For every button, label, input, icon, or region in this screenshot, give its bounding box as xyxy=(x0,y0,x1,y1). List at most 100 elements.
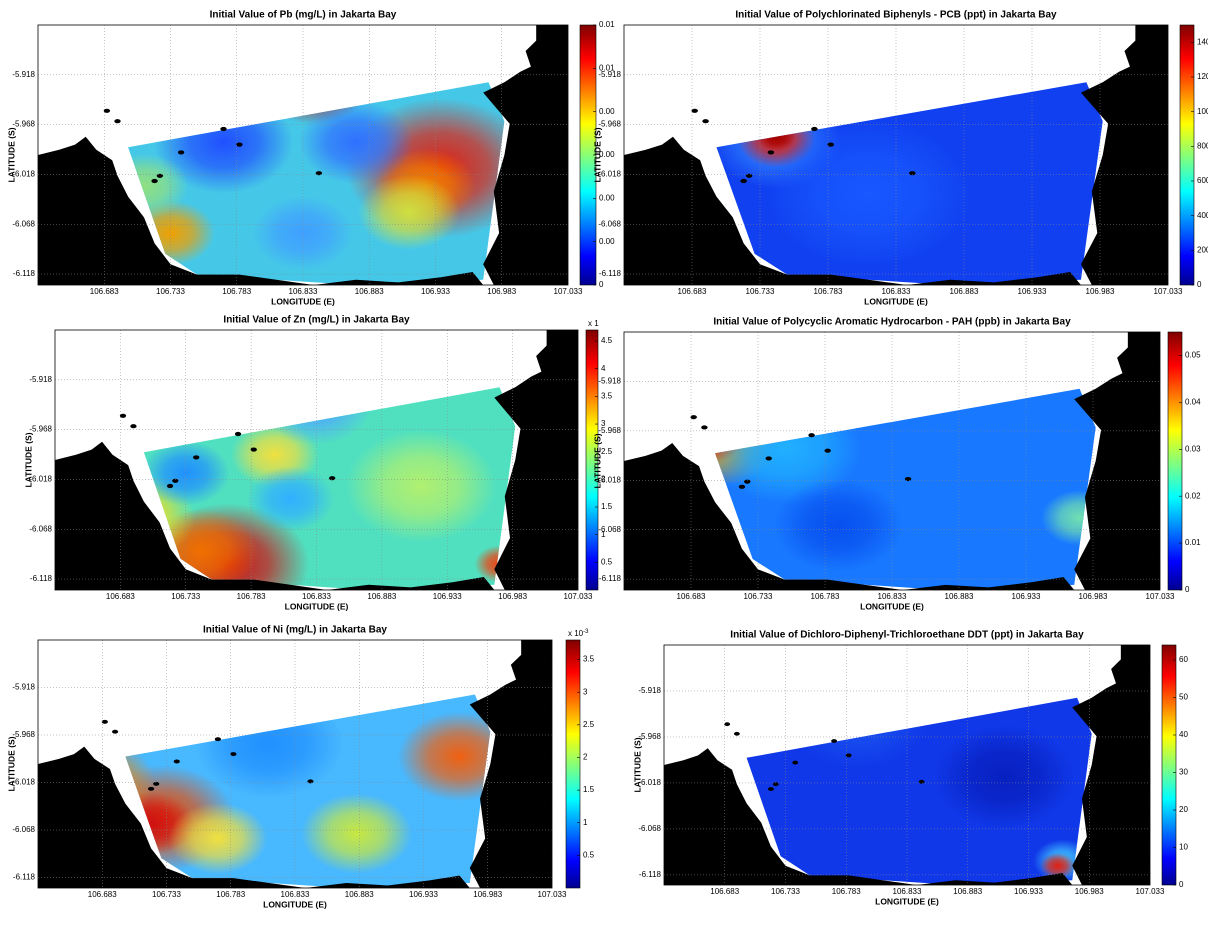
map-panel: 106.683 106.733 106.783 106.833 106.883 106.9… xyxy=(6,625,594,910)
axes-frame xyxy=(623,331,1161,591)
exponent-base: x 10 xyxy=(568,629,584,638)
island xyxy=(177,150,185,155)
island xyxy=(733,731,740,736)
island xyxy=(230,752,237,757)
axes-frame xyxy=(54,329,579,591)
exponent-power: -3 xyxy=(583,629,589,635)
island xyxy=(738,484,746,489)
island xyxy=(220,126,227,132)
x-tick-label: 106.883 xyxy=(367,592,396,601)
island xyxy=(827,142,834,147)
field-blob xyxy=(934,725,1075,829)
island xyxy=(173,759,180,764)
x-tick-label: 106.783 xyxy=(832,887,861,896)
colorbar-tick-label: 3.5 xyxy=(601,391,613,400)
colorbar xyxy=(1179,24,1195,286)
island xyxy=(112,729,119,734)
y-tick-label: -5.968 xyxy=(598,426,621,435)
y-tick-label: -6.018 xyxy=(598,170,621,179)
y-axis-label: LATITUDE (S) xyxy=(23,432,33,487)
island xyxy=(811,126,818,132)
colorbar-tick-label: 3 xyxy=(583,687,588,696)
y-axis-label: LATITUDE (S) xyxy=(6,127,16,182)
x-tick-label: 106.883 xyxy=(950,287,979,296)
island xyxy=(909,171,916,176)
land xyxy=(1072,645,1150,885)
island xyxy=(151,178,158,184)
y-tick-label: -6.018 xyxy=(12,778,35,787)
land xyxy=(664,748,1073,885)
x-axis-label: LONGITUDE (E) xyxy=(263,899,327,909)
colorbar-tick-label: 0.5 xyxy=(601,557,613,566)
x-tick-label: 106.683 xyxy=(677,592,706,601)
island xyxy=(808,433,815,438)
island xyxy=(214,737,221,742)
y-axis-label: LATITUDE (S) xyxy=(6,736,16,791)
y-tick-label: -5.968 xyxy=(12,730,35,739)
concentration-field xyxy=(664,645,1150,885)
island xyxy=(156,173,164,178)
y-tick-label: -5.918 xyxy=(638,686,661,695)
island xyxy=(724,722,731,727)
field-blob xyxy=(301,793,413,874)
colorbar-tick-label: 0.01 xyxy=(599,20,615,29)
chart-title: Initial Value of Polycyclic Aromatic Hyd… xyxy=(713,317,1071,328)
island xyxy=(329,476,336,481)
y-tick-label: -6.118 xyxy=(599,574,622,583)
colorbar-tick-label: 0.00 xyxy=(599,107,615,116)
colorbar-tick-label: 1.5 xyxy=(601,502,613,511)
colorbar-tick-label: 40 xyxy=(1179,730,1188,739)
x-tick-label: 106.783 xyxy=(222,287,251,296)
y-tick-label: -6.068 xyxy=(12,825,35,834)
colorbar xyxy=(585,329,599,591)
island xyxy=(824,448,831,453)
y-tick-label: -5.918 xyxy=(12,70,35,79)
x-tick-label: 106.833 xyxy=(289,287,318,296)
colorbar-exponent: x 1 xyxy=(588,319,599,328)
land xyxy=(624,442,1075,590)
land xyxy=(1074,332,1160,590)
field-blob xyxy=(246,466,335,532)
colorbar-tick-label: 0.00 xyxy=(599,150,615,159)
field-blob xyxy=(358,174,460,250)
colorbar-tick-label: 0.5 xyxy=(583,850,595,859)
island xyxy=(831,739,838,743)
land xyxy=(55,441,495,590)
x-tick-label: 106.983 xyxy=(1075,887,1104,896)
y-tick-label: -5.968 xyxy=(598,120,621,129)
colorbar-tick-label: 50 xyxy=(1179,693,1188,702)
x-axis-label: LONGITUDE (E) xyxy=(860,601,924,611)
y-tick-label: -5.918 xyxy=(12,683,35,692)
x-tick-label: 107.033 xyxy=(538,890,567,899)
field-blob xyxy=(1041,489,1096,546)
y-tick-label: -5.918 xyxy=(598,70,621,79)
x-tick-label: 106.683 xyxy=(710,887,739,896)
island xyxy=(315,171,323,176)
x-tick-label: 106.983 xyxy=(473,890,502,899)
x-tick-label: 106.783 xyxy=(216,890,245,899)
x-axis-label: LONGITUDE (E) xyxy=(271,296,335,306)
y-tick-label: -5.918 xyxy=(29,375,52,384)
colorbar xyxy=(565,639,581,889)
colorbar-tick-label: 0 xyxy=(1197,280,1202,289)
colorbar-tick-label: 140 xyxy=(1197,37,1208,46)
x-tick-label: 106.733 xyxy=(152,890,181,899)
x-tick-label: 106.933 xyxy=(421,287,450,296)
x-tick-label: 106.883 xyxy=(345,890,374,899)
x-tick-label: 106.733 xyxy=(744,592,773,601)
colorbar-tick-label: 0.04 xyxy=(1185,397,1201,406)
island xyxy=(845,753,852,758)
x-tick-label: 106.733 xyxy=(771,887,800,896)
x-tick-label: 106.733 xyxy=(746,287,775,296)
x-axis-label: LONGITUDE (E) xyxy=(875,896,939,906)
island xyxy=(166,483,174,489)
colorbar-tick-label: 0 xyxy=(599,280,604,289)
colorbar-tick-label: 800 xyxy=(1197,141,1208,150)
x-tick-label: 106.683 xyxy=(106,592,135,601)
x-tick-label: 106.783 xyxy=(814,287,843,296)
x-tick-label: 106.733 xyxy=(156,287,185,296)
y-tick-label: -5.918 xyxy=(598,377,621,386)
x-tick-label: 106.833 xyxy=(893,887,922,896)
island xyxy=(236,142,243,147)
